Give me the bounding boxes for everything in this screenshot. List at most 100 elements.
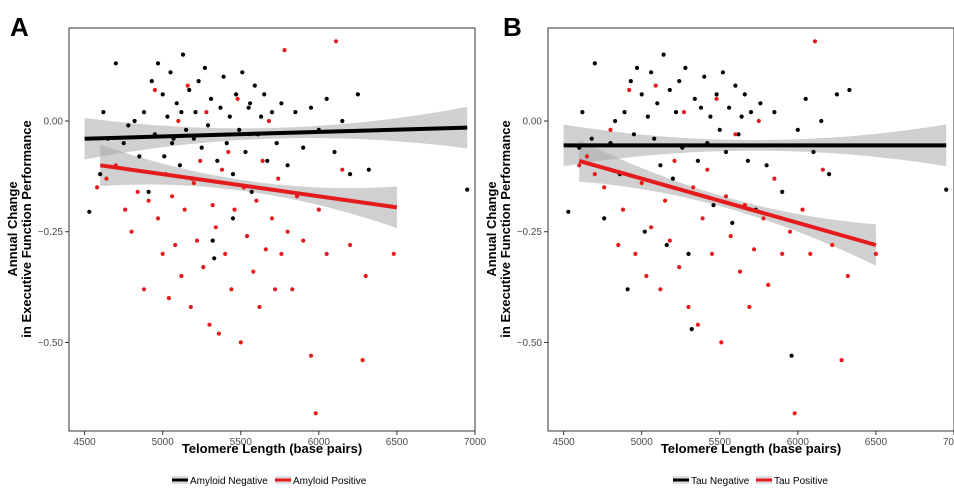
panel-b-series-1-point-10 — [622, 110, 627, 115]
panel-a-series-1-point-5 — [113, 61, 118, 66]
panel-a-series-2-point-21 — [191, 180, 196, 186]
panel-a-series-2-point-18 — [182, 207, 187, 212]
panel-b-series-1-point-44 — [730, 220, 735, 225]
panel-b-series-2-point-24 — [705, 167, 710, 172]
panel-a-series-2-point-57 — [316, 207, 321, 212]
panel-a-series-2-point-28 — [213, 225, 218, 230]
panel-b-series-1-point-17 — [645, 114, 651, 119]
panel-b-series-2-point-3 — [592, 172, 597, 177]
panel-a-series-2-point-49 — [279, 251, 284, 256]
panel-b-series-1-point-12 — [628, 79, 633, 84]
panel-b-series-1-point-24 — [667, 87, 672, 93]
panel-a-series-1-point-14 — [155, 61, 161, 66]
panel-b-series-1-point-43 — [727, 105, 732, 110]
panel-b-series-1-point-27 — [677, 79, 682, 84]
panel-b-series-2-point-49 — [873, 251, 879, 256]
panel-a-series-1-point-7 — [126, 123, 131, 128]
panel-b-series-2-point-21 — [691, 185, 696, 190]
panel-a-series-2-point-56 — [313, 411, 318, 416]
panel-b-series-2-point-4 — [602, 185, 607, 190]
panel-a-plot-area — [68, 27, 476, 432]
panel-a-series-2-point-1 — [95, 185, 100, 190]
panel-b-series-1-point-19 — [652, 136, 657, 141]
panel-b-series-1-point-58 — [803, 96, 808, 101]
panel-a-series-1-point-43 — [246, 105, 251, 110]
panel-b-series-2-point-30 — [733, 132, 738, 137]
panel-a-series-2-point-44 — [263, 247, 268, 252]
panel-a-series-1-point-3 — [101, 110, 106, 115]
panel-b-series-2-point-6 — [616, 242, 621, 248]
panel-b-series-2-point-37 — [766, 282, 771, 287]
panel-a-series-2-point-4 — [123, 207, 128, 212]
panel-a-series-2-point-17 — [179, 273, 184, 279]
panel-a-series-2-point-50 — [282, 48, 287, 53]
panel-b-series-2-point-43 — [808, 251, 813, 256]
panel-a-y-tick-label-3: −0.50 — [38, 338, 64, 349]
panel-b-x-tick-label-6: 7000 — [943, 437, 954, 448]
panel-a-series-1-point-35 — [221, 74, 226, 79]
panel-a-series-2-point-19 — [185, 83, 190, 88]
panel-b-y-tick-label-3: −0.50 — [517, 338, 543, 349]
panel-a-series-1-point-23 — [184, 127, 189, 132]
panel-a-series-2-point-60 — [340, 167, 345, 172]
panel-b-series-2-point-27 — [719, 340, 724, 345]
panel-a-series-2-point-5 — [129, 229, 134, 234]
panel-b-series-2-point-9 — [633, 251, 638, 256]
panel-a-series-2-point-22 — [194, 238, 200, 243]
panel-a-series-1-point-54 — [293, 110, 298, 115]
panel-a-series-1-point-66 — [230, 216, 236, 221]
panel-b-x-tick-label-2: 5000 — [631, 437, 654, 448]
panel-b-series-2-point-34 — [752, 247, 757, 252]
panel-a-series-2-point-55 — [308, 353, 314, 358]
panel-b-series-1-point-55 — [780, 189, 785, 194]
panel-b-x-tick-label-5: 6500 — [865, 437, 888, 448]
panel-a-series-1-point-33 — [215, 158, 220, 163]
panel-b-x-tick-label-1: 4500 — [552, 437, 575, 448]
panel-a-series-1-point-44 — [249, 189, 254, 194]
panel-a-x-tick-label-2: 5000 — [152, 437, 175, 448]
panel-a-series-1-point-37 — [227, 114, 232, 119]
panel-b-series-1-point-37 — [708, 114, 713, 119]
panel-a-series-1-point-12 — [149, 79, 154, 84]
panel-b-series-2-point-18 — [677, 265, 682, 270]
panel-a-series-2-point-40 — [251, 269, 256, 274]
panel-b-series-1-point-57 — [795, 127, 800, 132]
panel-a-series-2-point-24 — [201, 265, 206, 270]
panel-a-x-ticks: 4500 5000 5500 6000 6500 7000 — [73, 431, 487, 448]
panel-a-fit-line-2 — [99, 163, 398, 210]
panel-b-series-1-point-31 — [689, 327, 694, 332]
panel-b-x-ticks: 4500 5000 5500 6000 6500 7000 — [552, 431, 954, 448]
panel-a-series-2-point-48 — [276, 176, 281, 181]
panel-b-series-1-point-18 — [649, 70, 654, 75]
panel-a-series-2-point-6 — [135, 189, 140, 194]
panel-b-series-2-point-44 — [812, 39, 818, 44]
panel-a-series-2-point-61 — [348, 242, 353, 248]
panel-b-series-1-point-54 — [772, 110, 777, 115]
panel-a-series-2-point-51 — [285, 229, 290, 234]
panel-a-series-2-point-63 — [363, 273, 368, 279]
panel-b-series-2-point-36 — [761, 216, 766, 221]
panel-b-y-axis-title-line2: in Executive Function Performance — [498, 120, 513, 337]
panel-a-series-2-point-27 — [210, 203, 215, 208]
panel-b-series-1-point-63 — [847, 87, 852, 93]
panel-b-series-2-point-47 — [839, 358, 844, 363]
panel-b-series-1-point-6 — [602, 216, 607, 221]
panel-a-series-1-point-31 — [209, 96, 214, 101]
panel-a-x-tick-label-3: 5500 — [230, 437, 253, 448]
panel-a-series-2-point-34 — [232, 207, 237, 212]
panel-a-series-1-point-42 — [243, 149, 248, 155]
panel-a-series-1-point-59 — [332, 149, 337, 155]
panel-b-series-2-point-16 — [667, 238, 672, 243]
panel-b-series-2-point-38 — [772, 176, 777, 181]
panel-a-series-1-point-21 — [177, 163, 182, 168]
panel-a-fit-lines — [84, 125, 468, 210]
panel-a-series-1-point-70 — [170, 141, 175, 146]
panel-a-series-1-point-24 — [187, 87, 192, 93]
panel-b-series-2-point-1 — [577, 163, 582, 168]
panel-a-series-1-point-68 — [191, 136, 196, 141]
panel-b-legend: Tau Negative Tau Positive — [673, 476, 828, 487]
panel-b-series-1-point-14 — [634, 65, 640, 70]
panel-a-series-2-point-2 — [104, 176, 109, 181]
panel-b-series-2-point-28 — [723, 194, 729, 199]
panel-a-series-2-point-59 — [333, 39, 339, 44]
